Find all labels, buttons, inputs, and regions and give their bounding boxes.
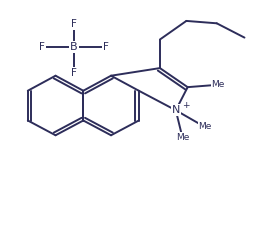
Text: B: B [70, 42, 78, 52]
Text: F: F [40, 42, 45, 52]
Text: F: F [71, 19, 77, 29]
Text: Me: Me [211, 80, 225, 89]
Text: N: N [172, 105, 180, 115]
Text: Me: Me [198, 122, 211, 131]
Text: F: F [103, 42, 109, 52]
Text: F: F [71, 68, 77, 78]
Text: Me: Me [176, 133, 189, 142]
Text: +: + [182, 101, 190, 110]
